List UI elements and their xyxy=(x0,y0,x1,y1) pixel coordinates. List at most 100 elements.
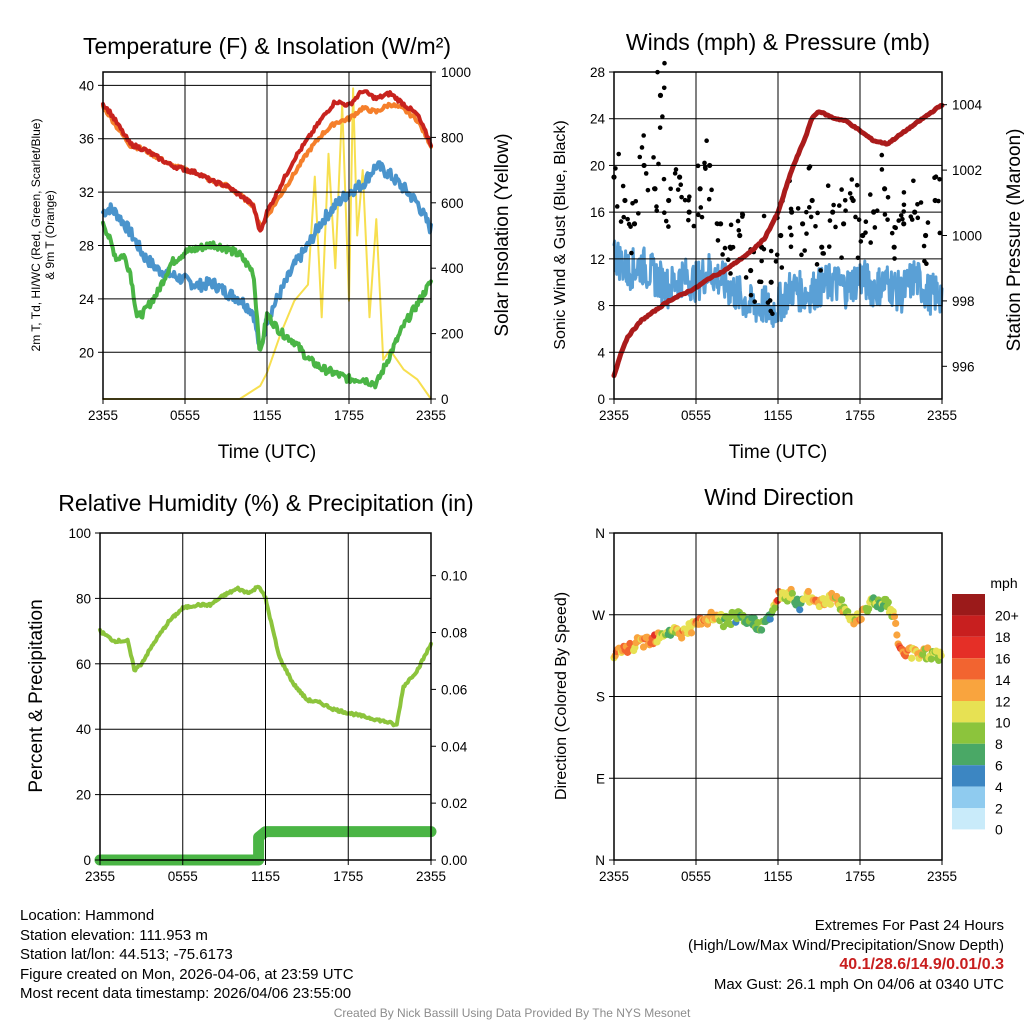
colorbar-label: 0 xyxy=(995,822,1003,838)
gust-point xyxy=(921,243,927,249)
gust-point xyxy=(614,204,620,209)
gust-point xyxy=(728,222,734,228)
gust-point xyxy=(621,214,627,220)
colorbar-swatch xyxy=(952,808,985,830)
gust-point xyxy=(633,198,639,204)
gust-point xyxy=(654,204,659,209)
direction-x-tick-label: 2355 xyxy=(927,869,957,884)
winds-y2-tick-label: 1004 xyxy=(952,98,983,113)
temperature-y2-tick-label: 1000 xyxy=(441,65,471,80)
direction-point xyxy=(908,654,916,662)
gust-point xyxy=(915,202,920,207)
direction-point xyxy=(892,619,900,628)
direction-point xyxy=(857,615,865,623)
gust-point xyxy=(871,209,876,214)
direction-y-tick-label: E xyxy=(596,771,605,786)
gust-point xyxy=(697,186,703,192)
gust-point xyxy=(872,225,878,230)
gust-point xyxy=(661,210,667,216)
winds-x-tick-label: 0555 xyxy=(681,408,711,423)
humidity-y-tick-label: 20 xyxy=(76,788,91,803)
gust-point xyxy=(686,217,691,223)
temperature-frame xyxy=(102,71,432,400)
pressure-ylabel: Station Pressure (Maroon) xyxy=(1004,129,1024,352)
temperature-y2-tick-label: 0 xyxy=(441,392,449,407)
gust-point xyxy=(827,218,833,223)
direction-point xyxy=(788,589,796,598)
temperature-y2-tick-label: 400 xyxy=(441,261,464,276)
winds-y-tick-label: 0 xyxy=(597,392,605,407)
humidity-y2-tick-label: 0.02 xyxy=(441,796,467,811)
gust-point xyxy=(788,206,794,212)
temperature-y-tick-label: 32 xyxy=(79,185,94,200)
humidity-x-tick-label: 1755 xyxy=(333,869,363,884)
gust-point xyxy=(774,252,780,258)
direction-point xyxy=(837,596,846,604)
gust-point xyxy=(677,174,683,180)
gust-point xyxy=(679,194,684,200)
direction-series xyxy=(610,585,945,664)
temperature-y-tick-label: 24 xyxy=(79,292,95,307)
colorbar-title: mph xyxy=(990,575,1017,591)
gust-point xyxy=(815,210,820,216)
gust-point xyxy=(841,221,847,227)
gust-point xyxy=(704,138,709,144)
gust-point xyxy=(908,214,914,219)
gust-point xyxy=(937,230,943,236)
gust-point xyxy=(662,60,667,66)
gust-point xyxy=(618,219,624,224)
gust-point xyxy=(616,151,622,157)
gust-point xyxy=(808,214,814,220)
gust-point xyxy=(736,228,742,233)
gust-point xyxy=(675,187,681,192)
winds-axes: 2355 0555 1155 1755 235504812162024289969981… xyxy=(590,65,983,423)
direction-y-tick-label: W xyxy=(592,608,605,623)
humidity-y-tick-label: 40 xyxy=(76,722,91,737)
winds-frame xyxy=(613,71,943,400)
winds-x-tick-label: 1155 xyxy=(763,408,792,423)
humidity-y2-tick-label: 0.08 xyxy=(441,626,467,641)
gust-point xyxy=(666,197,672,204)
gust-point xyxy=(833,224,838,230)
gust-point xyxy=(863,219,869,225)
gust-point xyxy=(806,165,812,171)
gust-point xyxy=(893,225,898,231)
direction-point xyxy=(927,655,935,663)
gust-point xyxy=(789,232,794,238)
winds-series xyxy=(611,60,945,379)
gust-point xyxy=(629,250,634,256)
gust-point xyxy=(896,218,902,223)
speed-colorbar: mph 20+ 18 16 14 12 10 8 6 4 2 0 xyxy=(952,575,1019,838)
direction-point xyxy=(853,610,862,618)
temperature-y2-tick-label: 600 xyxy=(441,196,464,211)
temperature-ylabel-line1: 2m T, Td, HI/WC (Red, Green, Scarlet/Blu… xyxy=(29,119,43,352)
direction-point xyxy=(771,604,779,612)
colorbar-swatch xyxy=(952,722,985,744)
gust-point xyxy=(666,224,671,229)
direction-point xyxy=(865,605,873,613)
gust-point xyxy=(663,218,669,224)
temperature-y2-tick-label: 800 xyxy=(441,130,464,145)
gust-point xyxy=(882,186,888,192)
gust-point xyxy=(800,221,806,227)
gust-point xyxy=(660,114,665,119)
gust-point xyxy=(804,231,809,236)
gust-point xyxy=(879,167,885,172)
station-latlon: Station lat/lon: 44.513; -75.6173 xyxy=(20,946,233,963)
gust-point xyxy=(778,232,784,239)
gust-point xyxy=(691,223,697,229)
colorbar-label: 2 xyxy=(995,800,1003,816)
direction-point xyxy=(678,634,686,642)
gust-point xyxy=(645,187,651,193)
humidity-y2-tick-label: 0.00 xyxy=(441,853,467,868)
colorbar-swatch xyxy=(952,658,985,680)
gust-point xyxy=(759,258,764,264)
direction-title: Wind Direction xyxy=(704,484,854,510)
colorbar-label: 16 xyxy=(995,651,1011,667)
colorbar-swatch xyxy=(952,701,985,723)
gust-point xyxy=(668,186,673,192)
winds-title: Winds (mph) & Pressure (mb) xyxy=(626,29,930,55)
gust-point xyxy=(720,252,725,257)
direction-y-tick-label: N xyxy=(595,853,605,868)
